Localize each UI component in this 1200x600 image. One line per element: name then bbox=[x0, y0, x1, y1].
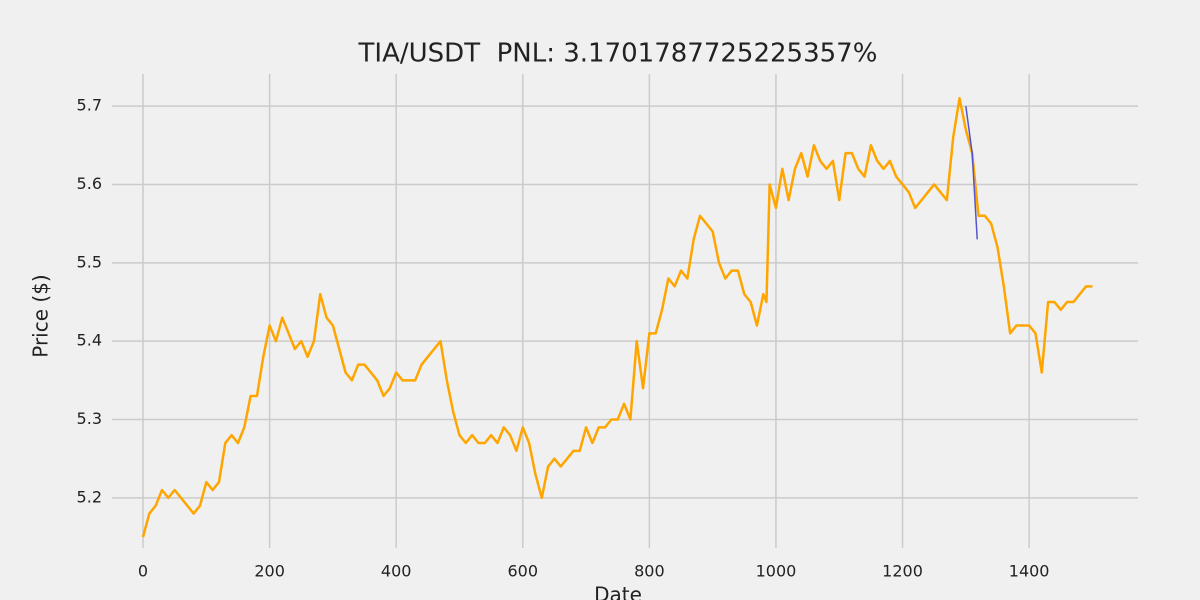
x-tick-label: 1200 bbox=[882, 562, 923, 581]
x-tick-label: 400 bbox=[381, 562, 412, 581]
y-tick-label: 5.6 bbox=[77, 174, 102, 193]
x-tick-label: 1400 bbox=[1009, 562, 1050, 581]
x-tick-label: 200 bbox=[254, 562, 285, 581]
y-tick-label: 5.7 bbox=[77, 96, 102, 115]
price-line bbox=[141, 97, 1093, 538]
x-axis-label: Date bbox=[594, 583, 642, 600]
y-tick-label: 5.4 bbox=[77, 331, 102, 350]
y-axis-label: Price ($) bbox=[29, 274, 53, 357]
x-tick-label: 800 bbox=[634, 562, 665, 581]
chart-title: TIA/USDT PNL: 3.1701787725225357% bbox=[358, 39, 878, 69]
y-tick-label: 5.3 bbox=[77, 409, 102, 428]
x-tick-label: 1000 bbox=[756, 562, 797, 581]
y-tick-label: 5.5 bbox=[77, 252, 102, 271]
x-tick-label: 600 bbox=[508, 562, 539, 581]
x-tick-label: 0 bbox=[138, 562, 148, 581]
price-line bbox=[965, 106, 978, 240]
y-tick-label: 5.2 bbox=[77, 487, 102, 506]
